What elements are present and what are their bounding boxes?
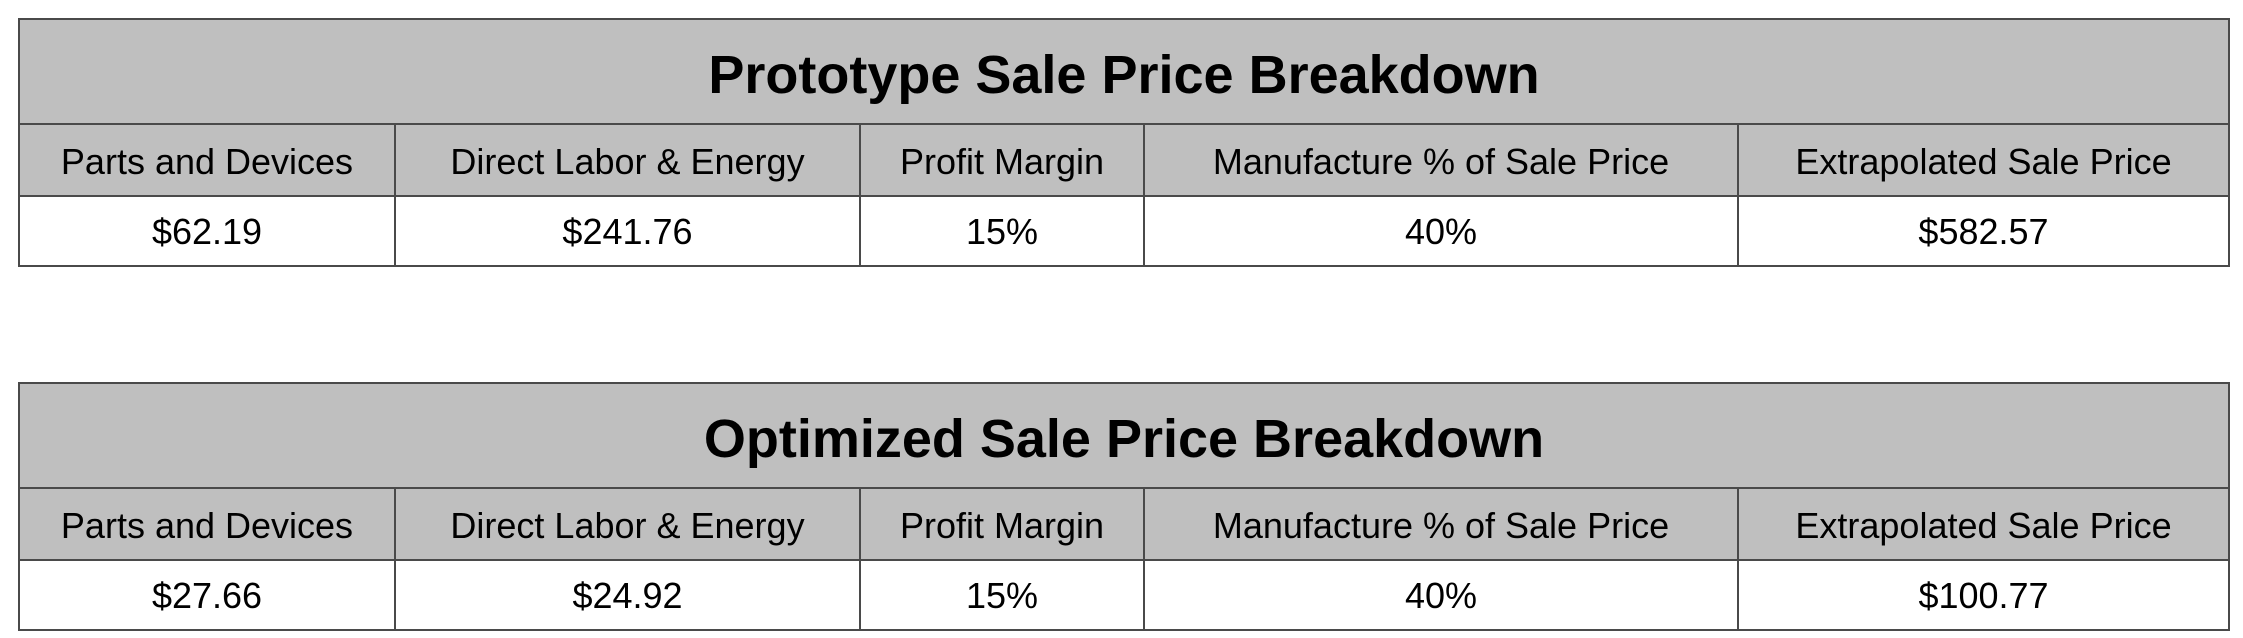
column-header-direct-labor-energy: Direct Labor & Energy — [394, 123, 861, 197]
column-header-parts-and-devices: Parts and Devices — [18, 123, 396, 197]
column-header-profit-margin: Profit Margin — [859, 123, 1145, 197]
optimized-price-table: Optimized Sale Price Breakdown Parts and… — [17, 382, 2231, 631]
cell-manufacture-percent: 40% — [1143, 559, 1739, 631]
column-header-profit-margin: Profit Margin — [859, 487, 1145, 561]
table-row: $62.19 $241.76 15% 40% $582.57 — [18, 195, 2230, 267]
column-header-manufacture-percent: Manufacture % of Sale Price — [1143, 487, 1739, 561]
column-header-manufacture-percent: Manufacture % of Sale Price — [1143, 123, 1739, 197]
table-row: $27.66 $24.92 15% 40% $100.77 — [18, 559, 2231, 631]
cell-profit-margin: 15% — [859, 559, 1145, 631]
column-header-extrapolated-sale-price: Extrapolated Sale Price — [1737, 123, 2230, 197]
column-header-extrapolated-sale-price: Extrapolated Sale Price — [1736, 487, 2231, 561]
cell-extrapolated-sale-price: $582.57 — [1737, 195, 2230, 267]
cell-parts-and-devices: $62.19 — [18, 195, 396, 267]
column-header-parts-and-devices: Parts and Devices — [18, 487, 396, 561]
cell-direct-labor-energy: $24.92 — [394, 559, 861, 631]
table-title: Prototype Sale Price Breakdown — [18, 18, 2230, 125]
cell-extrapolated-sale-price: $100.77 — [1736, 559, 2231, 631]
column-header-direct-labor-energy: Direct Labor & Energy — [394, 487, 861, 561]
prototype-price-table: Prototype Sale Price Breakdown Parts and… — [18, 18, 2230, 267]
table-title: Optimized Sale Price Breakdown — [17, 382, 2231, 489]
cell-parts-and-devices: $27.66 — [18, 559, 396, 631]
cell-manufacture-percent: 40% — [1143, 195, 1739, 267]
cell-direct-labor-energy: $241.76 — [394, 195, 861, 267]
cell-profit-margin: 15% — [859, 195, 1145, 267]
